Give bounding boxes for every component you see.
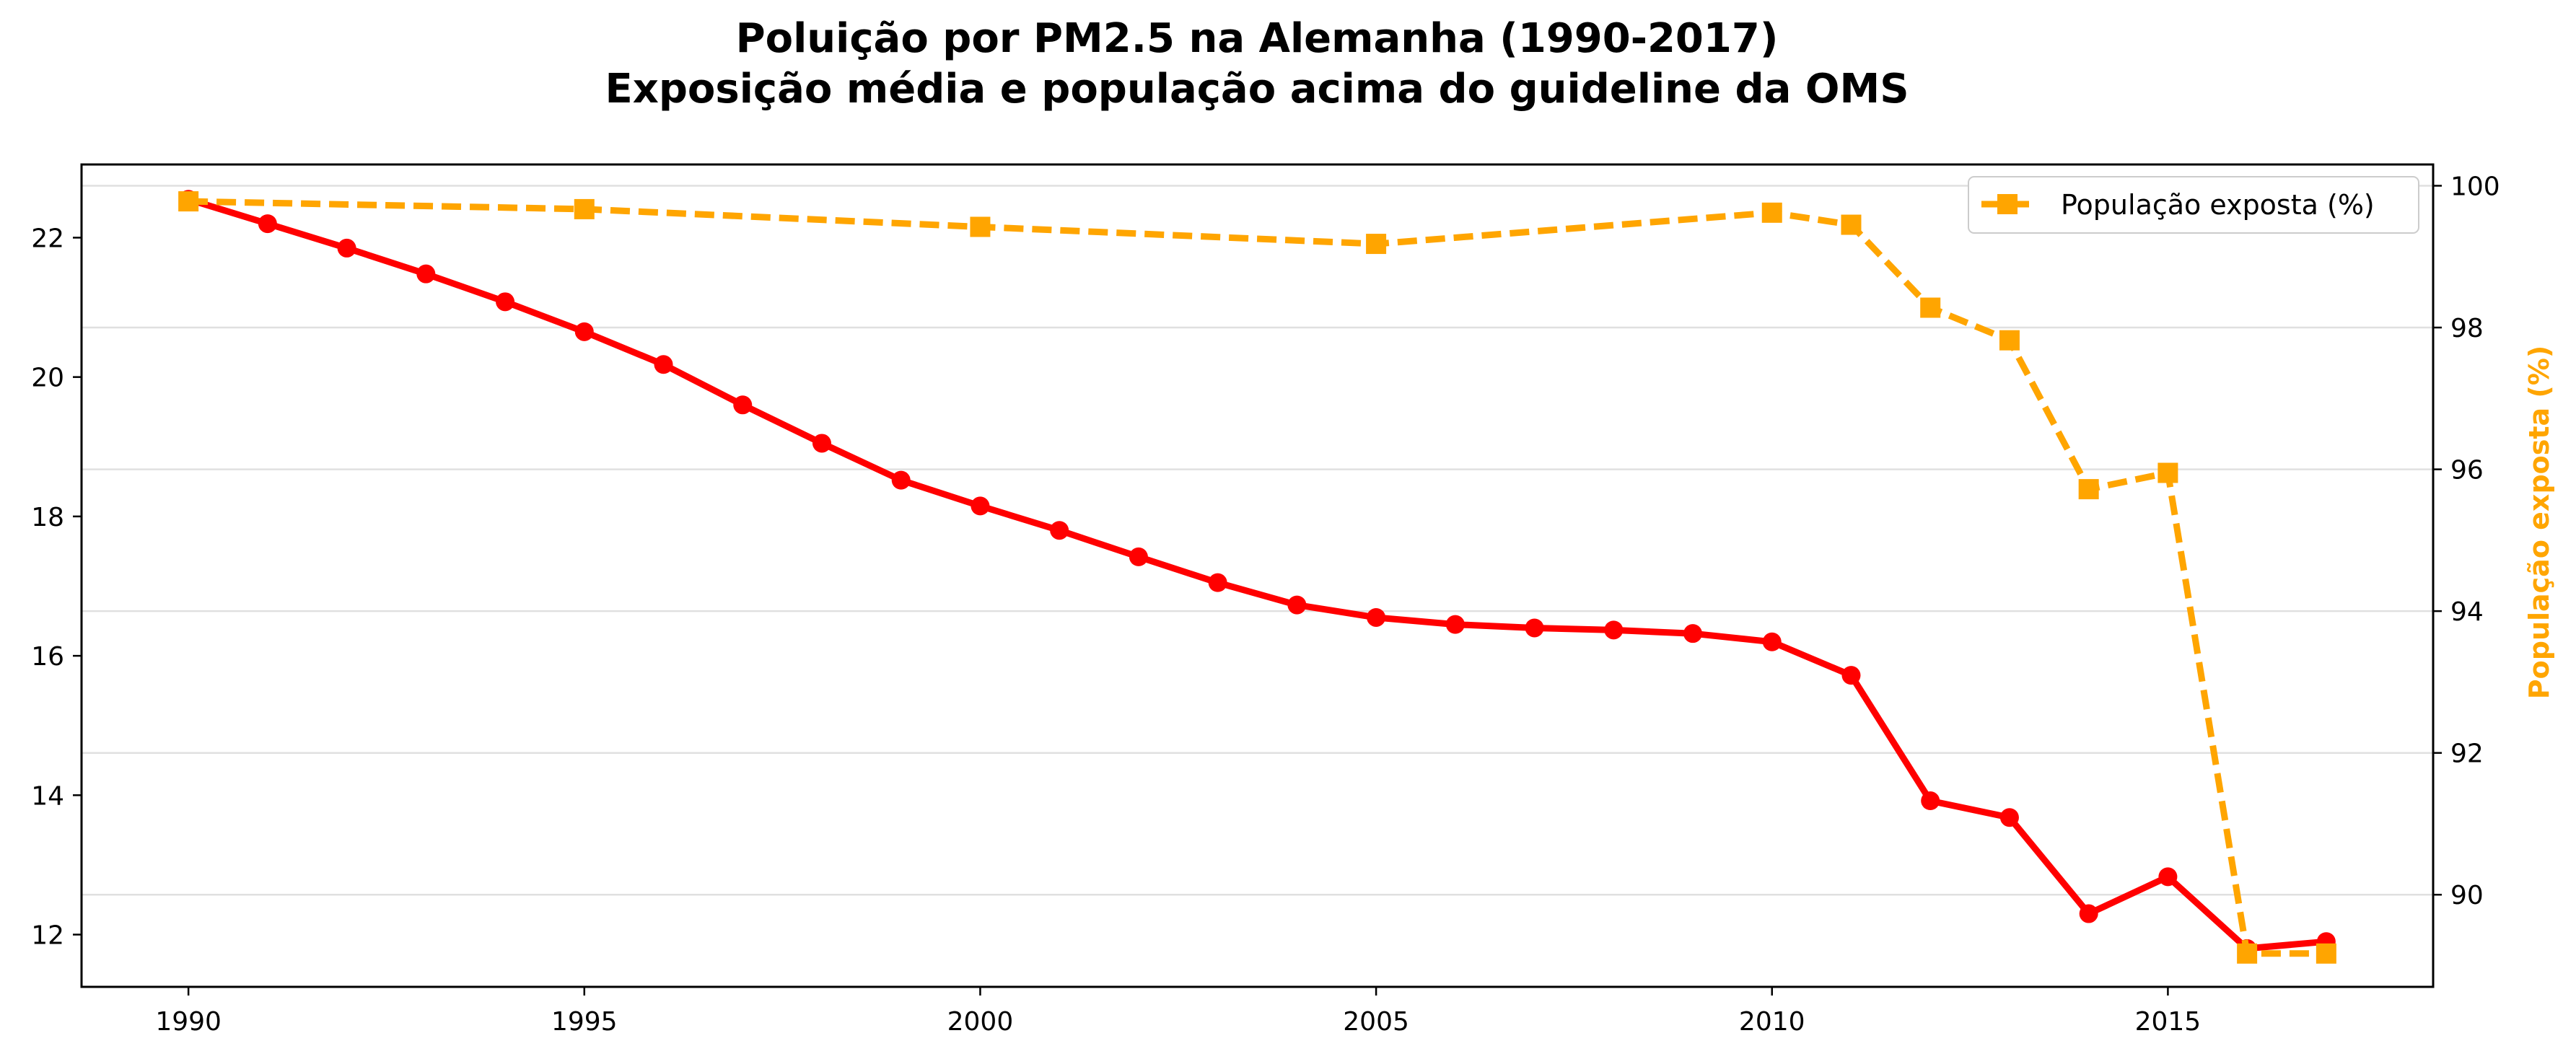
data-point: [1525, 618, 1544, 638]
data-point: [733, 395, 753, 415]
data-point: [1921, 791, 1940, 811]
legend-box: [1968, 176, 2419, 234]
data-point: [2316, 943, 2336, 964]
data-point: [574, 322, 594, 341]
data-point: [891, 470, 911, 490]
x-tick-label: 1995: [551, 1007, 618, 1037]
data-point: [970, 216, 991, 237]
plot-frame: [80, 163, 2435, 988]
x-axis: 1990 1995 2000 2005 2010 2015: [155, 987, 2201, 1037]
y-axis-left: 12 14 16 18 20 22: [31, 224, 82, 951]
plot-area: [178, 190, 2336, 964]
data-point: [178, 191, 199, 212]
data-point: [1683, 624, 1703, 643]
series-line-1: [188, 198, 2326, 957]
data-point: [416, 264, 436, 284]
data-point: [337, 238, 356, 258]
x-tick-label: 2005: [1343, 1007, 1409, 1037]
y-tick-label: 18: [31, 503, 64, 532]
x-tick-label: 2015: [2135, 1007, 2202, 1037]
y2-tick-label: 96: [2450, 456, 2484, 485]
data-point: [1287, 595, 1307, 615]
series-line-0: [187, 195, 2327, 952]
data-point: [1841, 214, 1862, 235]
data-point: [812, 434, 831, 453]
data-point: [1761, 202, 1782, 223]
legend-marker-icon: [1997, 194, 2018, 214]
data-point: [1999, 330, 2020, 351]
y2-axis-label: População exposta (%): [2523, 346, 2555, 699]
axes: [80, 163, 2435, 988]
data-point: [971, 496, 990, 516]
data-point: [2158, 867, 2178, 887]
data-point: [2078, 479, 2099, 500]
chart-title: Poluição por PM2.5 na Alemanha (1990-201…: [736, 15, 1779, 62]
x-tick-label: 2000: [947, 1007, 1014, 1037]
data-point: [1050, 521, 1069, 540]
y2-tick-label: 94: [2450, 597, 2484, 627]
data-point: [496, 292, 515, 312]
data-point: [1920, 297, 1941, 318]
data-point: [1604, 620, 1624, 640]
y-axis-right: 90 92 94 96 98 100: [2433, 172, 2500, 910]
y-tick-label: 12: [31, 921, 64, 951]
data-point: [1367, 607, 1386, 627]
data-point: [2079, 904, 2098, 923]
x-tick-label: 2010: [1739, 1007, 1805, 1037]
y2-tick-label: 92: [2450, 739, 2484, 769]
data-point: [1208, 573, 1227, 592]
data-point: [1445, 615, 1465, 634]
legend-entry: População exposta (%): [2061, 189, 2375, 221]
y2-tick-label: 90: [2450, 881, 2484, 910]
data-point: [2157, 462, 2178, 483]
data-point: [2237, 943, 2258, 964]
data-point: [1366, 234, 1387, 255]
data-point: [574, 198, 595, 219]
y-tick-label: 20: [31, 364, 64, 393]
data-point: [1841, 666, 1861, 685]
data-point: [1762, 632, 1782, 651]
y2-tick-label: 98: [2450, 314, 2484, 343]
data-point: [654, 355, 673, 374]
y-tick-label: 16: [31, 642, 64, 672]
y-tick-label: 14: [31, 781, 64, 811]
x-tick-label: 1990: [155, 1007, 222, 1037]
y-tick-label: 22: [31, 224, 64, 253]
y2-tick-label: 100: [2450, 172, 2500, 201]
data-point: [1999, 808, 2019, 827]
data-point: [1129, 547, 1148, 566]
data-point: [258, 214, 277, 234]
legend: População exposta (%): [1968, 176, 2419, 234]
chart-subtitle: Exposição média e população acima do gui…: [605, 66, 1909, 113]
